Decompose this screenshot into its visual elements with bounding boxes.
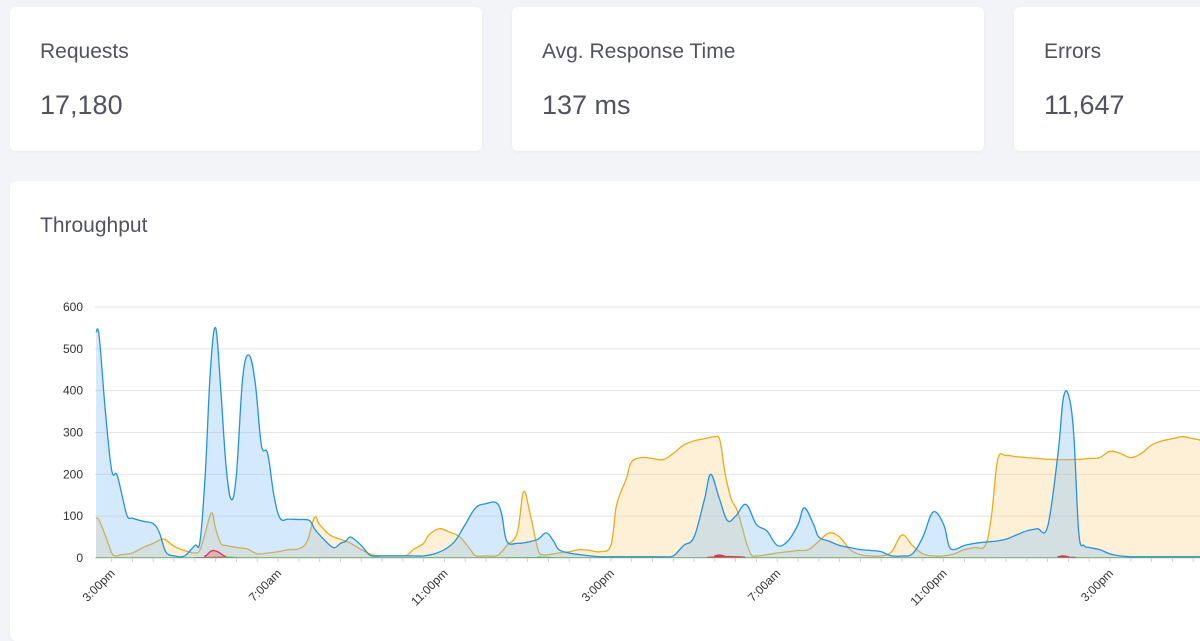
y-tick-label: 400	[63, 384, 83, 398]
avg-response-card: Avg. Response Time 137 ms	[512, 7, 984, 151]
avg-response-label: Avg. Response Time	[542, 40, 736, 63]
errors-value: 11,647	[1044, 90, 1125, 120]
x-tick-label: 7:00am	[745, 566, 783, 604]
x-tick-label: 11:00pm	[408, 566, 450, 608]
series-line-0	[95, 435, 1200, 558]
errors-card: Errors 11,647	[1014, 7, 1200, 151]
avg-response-value: 137 ms	[542, 90, 631, 120]
requests-card: Requests 17,180	[10, 7, 482, 151]
series-line-2	[96, 549, 1200, 558]
series-group	[95, 326, 1200, 558]
errors-label: Errors	[1044, 40, 1102, 63]
x-tick-label: 7:00am	[246, 566, 284, 604]
x-tick-label: 11:00pm	[907, 566, 949, 608]
y-tick-label: 600	[63, 300, 83, 314]
y-tick-label: 200	[63, 467, 83, 481]
y-tick-label: 300	[63, 426, 83, 440]
y-tick-label: 0	[76, 551, 83, 565]
x-tick-label: 3:00pm	[1078, 566, 1116, 604]
x-tick-label: 3:00pm	[579, 566, 617, 604]
series-line-1	[95, 326, 1200, 558]
series-area-1	[96, 327, 1200, 558]
requests-value: 17,180	[40, 90, 123, 120]
throughput-chart: 0 100 200 300 400 500 600 3:00pm 7:00am 11:00pm 3:…	[63, 300, 1200, 609]
chart-title: Throughput	[40, 214, 148, 237]
y-tick-label: 100	[63, 509, 83, 523]
series-area-0	[96, 436, 1200, 558]
y-tick-label: 500	[63, 342, 83, 356]
series-line-3	[96, 556, 1200, 558]
requests-label: Requests	[40, 40, 129, 63]
x-tick-label: 3:00pm	[80, 566, 118, 604]
throughput-card: Throughput 0 100 200 300 400 500 600 3:00pm 7:00…	[10, 181, 1200, 641]
